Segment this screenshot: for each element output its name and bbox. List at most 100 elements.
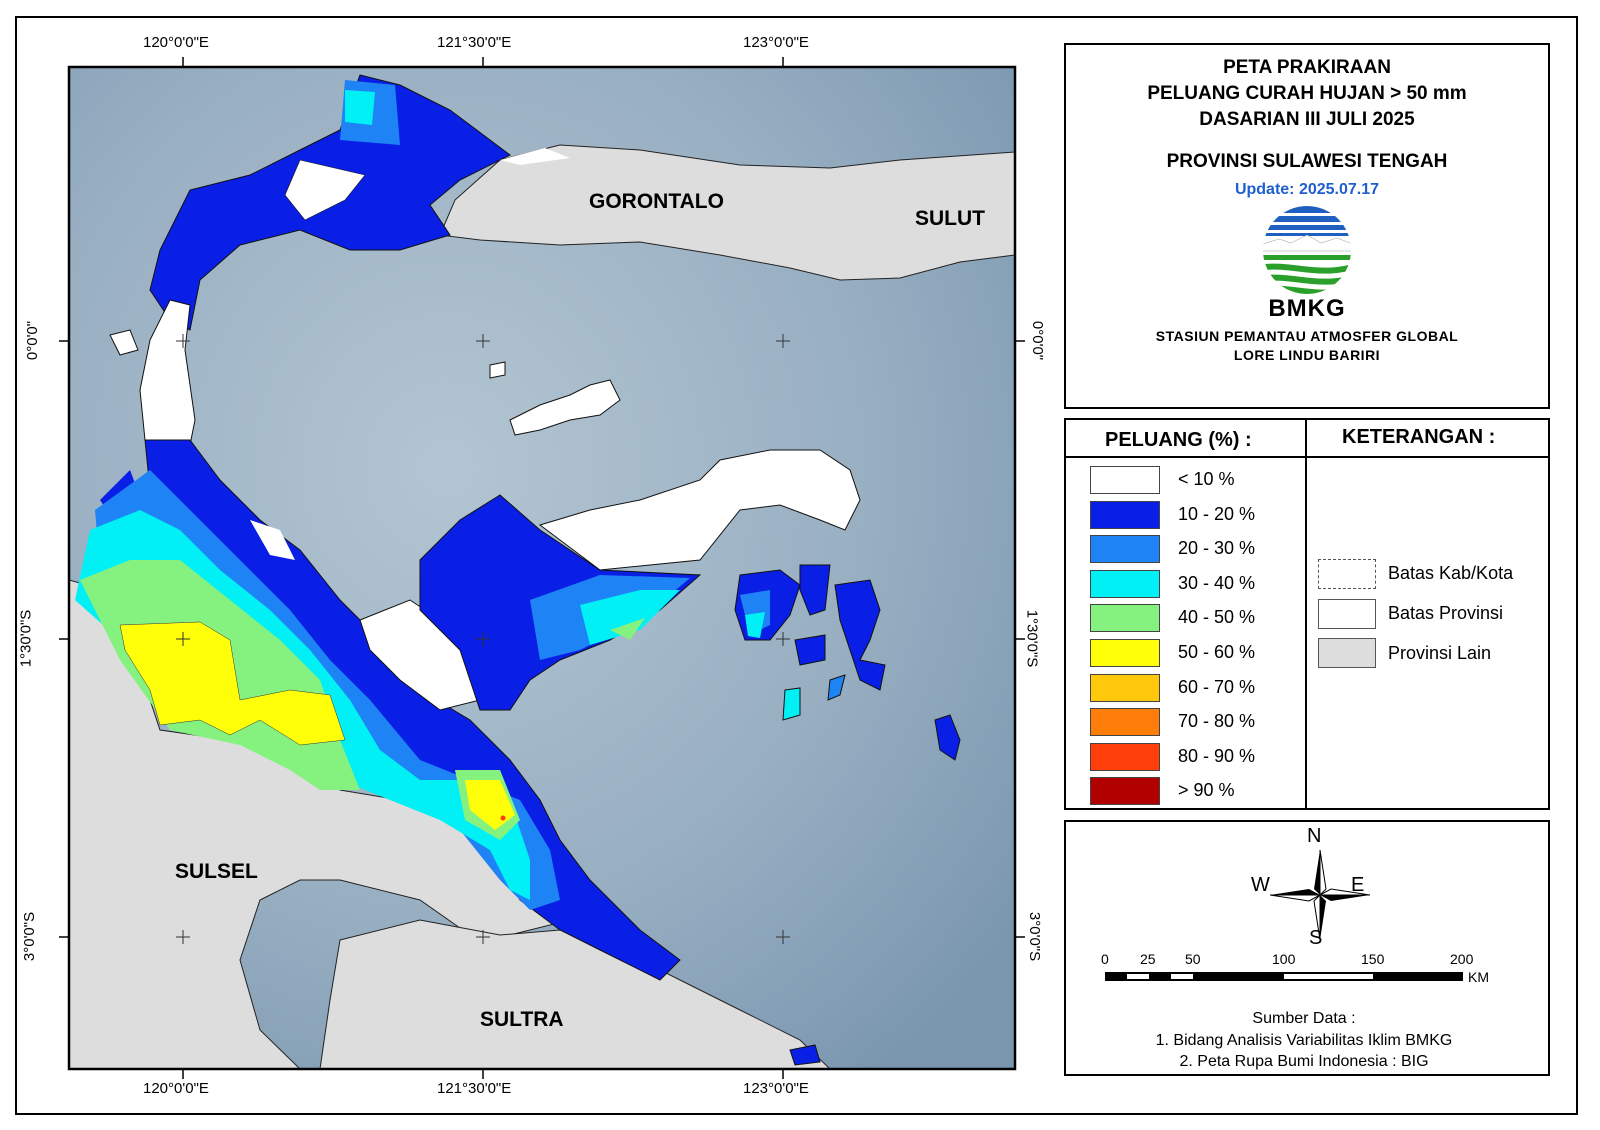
title-line-3: DASARIAN III JULI 2025 (1199, 109, 1415, 130)
banggai-island-e (827, 674, 846, 701)
scale-bar (1105, 972, 1463, 981)
legend-swatch (1090, 742, 1160, 771)
legend-label: 40 - 50 % (1178, 607, 1256, 628)
bmkg-logo-icon (1263, 206, 1351, 294)
scale-tick-0: 0 (1101, 951, 1109, 967)
lon-label-bottom-120: 120°0'0"E (143, 1080, 209, 1097)
compass-north: N (1307, 825, 1322, 847)
legend-swatch (1090, 466, 1160, 494)
other-province-swatch (1318, 638, 1376, 668)
scale-tick-100: 100 (1272, 951, 1296, 967)
lon-label-top-1215: 121°30'0"E (437, 34, 512, 51)
legend-swatch (1090, 708, 1160, 737)
scale-tick-150: 150 (1361, 951, 1385, 967)
legend-swatch (1090, 500, 1160, 529)
legend-label: 60 - 70 % (1178, 676, 1256, 697)
keterangan-title: KETERANGAN : (1342, 426, 1496, 448)
legend-label: 10 - 20 % (1178, 503, 1256, 524)
legend-header-divider (1064, 456, 1550, 458)
sulteng-north-white (284, 159, 366, 221)
sulteng-east-arm-green (610, 618, 645, 640)
compass-south: S (1309, 927, 1323, 949)
scale-unit: KM (1468, 969, 1489, 985)
lat-label-right-3: 3°0'0"S (1026, 911, 1044, 962)
map-frame (67, 65, 1017, 1071)
lat-label-right-0: 0°0'0" (1029, 320, 1047, 361)
page-frame (15, 16, 1578, 1115)
scale-tick-25: 25 (1140, 951, 1156, 967)
other-province-label: Provinsi Lain (1388, 643, 1492, 663)
legend-swatch (1090, 535, 1160, 564)
source-line-1: 1. Bidang Analisis Variabilitas Iklim BM… (1155, 1032, 1453, 1049)
sulteng-west-white (250, 520, 295, 560)
scale-tick-200: 200 (1450, 951, 1474, 967)
legend-swatch (1090, 569, 1160, 598)
legend-label: < 10 % (1178, 469, 1235, 489)
compass-west: W (1251, 874, 1270, 896)
legend-swatch (1090, 639, 1160, 667)
prov-boundary-swatch (1318, 599, 1376, 629)
banggai-island-f (782, 687, 801, 721)
kab-boundary-label: Batas Kab/Kota (1388, 563, 1514, 583)
small-island-2 (109, 329, 139, 356)
sulteng-north-white-2 (500, 148, 570, 165)
lat-label-left-15: 1°30'0"S (17, 609, 35, 668)
legend-swatch (1090, 604, 1160, 633)
province-sultra (319, 919, 831, 1069)
lat-label-left-3: 3°0'0"S (21, 911, 39, 962)
lon-label-top-120: 120°0'0"E (143, 34, 209, 51)
compass-rose-icon (1270, 850, 1370, 940)
title-line-2: PELUANG CURAH HUJAN > 50 mm (1147, 83, 1467, 104)
station-line-2: LORE LINDU BARIRI (1233, 347, 1381, 363)
banggai-island-g (934, 714, 961, 761)
sulteng-north-cyan-2 (345, 90, 375, 125)
station-line-1: STASIUN PEMANTAU ATMOSFER GLOBAL (1155, 328, 1459, 344)
map-ticks (59, 57, 1025, 1079)
region-sulsel: SULSEL (175, 860, 258, 883)
source-title: Sumber Data : (1252, 1010, 1356, 1027)
source-line-2: 2. Peta Rupa Bumi Indonesia : BIG (1179, 1053, 1429, 1070)
legend-label: 50 - 60 % (1178, 642, 1256, 662)
banggai-island-b (799, 564, 831, 616)
kab-boundary-swatch (1318, 559, 1376, 589)
lat-label-left-0: 0°0'0" (24, 320, 42, 361)
lon-label-bottom-1215: 121°30'0"E (437, 1080, 512, 1097)
legend-swatch (1090, 673, 1160, 702)
banggai-island-d (794, 634, 826, 666)
region-gorontalo: GORONTALO (589, 190, 724, 213)
legend-label: > 90 % (1178, 780, 1235, 801)
legend-label: 70 - 80 % (1178, 711, 1256, 732)
province-title: PROVINSI SULAWESI TENGAH (1166, 151, 1448, 172)
legend-label: 80 - 90 % (1178, 745, 1256, 766)
compass-scale-panel (1064, 820, 1550, 1000)
region-sultra: SULTRA (480, 1008, 564, 1031)
legend-label: 20 - 30 % (1178, 538, 1256, 559)
title-line-1: PETA PRAKIRAAN (1223, 57, 1391, 78)
legend-label: 30 - 40 % (1178, 572, 1256, 593)
sulteng-west-yellow (119, 621, 346, 746)
legend-title: PELUANG (%) : (1105, 429, 1252, 451)
source-panel (1064, 996, 1550, 1076)
togean-islands (509, 379, 621, 436)
banggai-island-c (834, 579, 886, 691)
graticule-crosses (176, 334, 790, 944)
compass-east: E (1351, 874, 1365, 896)
lon-label-bottom-123: 123°0'0"E (743, 1080, 809, 1097)
sulteng-east-arm-cyan (580, 590, 680, 645)
banggai-island-a-cyan (745, 612, 765, 638)
small-island-1 (489, 361, 506, 379)
update-date: Update: 2025.07.17 (1234, 181, 1380, 198)
province-gorontalo-sulut (439, 144, 1015, 281)
southern-island (789, 1044, 821, 1066)
prov-boundary-label: Batas Provinsi (1388, 603, 1504, 623)
region-sulut: SULUT (915, 207, 985, 230)
sulteng-east-arm-white (538, 449, 861, 571)
legend-column-divider (1305, 418, 1307, 810)
legend-swatch (1090, 777, 1160, 806)
scale-tick-50: 50 (1185, 951, 1201, 967)
hotspot (500, 815, 506, 821)
lon-label-top-123: 123°0'0"E (743, 34, 809, 51)
bmkg-logo-text: BMKG (1268, 295, 1346, 322)
title-panel: PETA PRAKIRAAN PELUANG CURAH HUJAN > 50 … (1064, 43, 1550, 409)
